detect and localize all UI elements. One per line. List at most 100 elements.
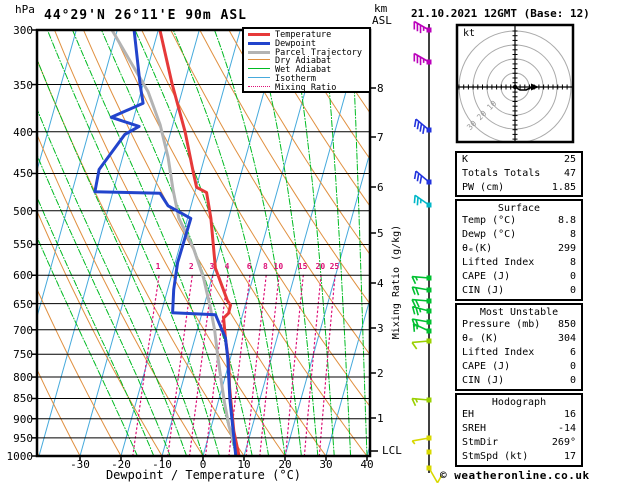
altitude-axis-unit-asl: ASL [372, 14, 392, 27]
table-row-label: θₑ(K) [462, 243, 493, 254]
table-row-label: EH [462, 409, 475, 420]
table-row: Lifted Index 8 [457, 256, 581, 270]
pressure-tick-label: 600 [13, 269, 33, 283]
mixing-ratio-value-label: 8 [262, 262, 268, 271]
legend-swatch [248, 77, 270, 78]
wind-barb [413, 52, 432, 66]
dry-adiabat-line [228, 30, 370, 256]
hodograph-trace-arrow [531, 83, 539, 91]
mixing-ratio-value-label: 20 [315, 262, 326, 271]
table-row: CIN (J) 0 [457, 374, 581, 388]
legend-swatch [248, 59, 270, 61]
surface-table: Surface Temp (°C) 8.8 Dewp (°C) 8 θₑ(K) 299 Lif… [455, 199, 583, 301]
isotherm-line [37, 30, 118, 319]
pressure-tick-label: 750 [13, 348, 33, 362]
altitude-axis-unit-km: km [374, 2, 388, 15]
table-row: StmSpd (kt) 17 [457, 450, 581, 464]
mixing-ratio-value-label: 4 [224, 262, 230, 271]
hodograph-table: Hodograph EH 16 SREH -14 StmDir 269° StmSpd (kt… [455, 393, 583, 467]
table-row: CAPE (J) 0 [457, 360, 581, 374]
wet-adiabat-line [46, 30, 220, 456]
dry-adiabat-line [286, 30, 370, 160]
temperature-tick-label: 30 [319, 458, 333, 471]
pressure-tick-label: 800 [13, 371, 33, 385]
table-row-label: PW (cm) [462, 182, 505, 193]
table-row-label: Totals Totals [462, 168, 541, 179]
mixing-ratio-value-label: 2 [188, 262, 194, 271]
mixing-ratio-line [284, 274, 304, 456]
pressure-tick-label: 300 [13, 24, 33, 37]
wind-barb [413, 194, 432, 208]
table-row-value: 0 [569, 361, 576, 372]
table-row-value: 269° [551, 437, 576, 448]
table-row: Pressure (mb) 850 [457, 318, 581, 332]
km-tick-label: 2 [377, 367, 384, 380]
legend-item: Temperature [246, 30, 368, 40]
temperature-tick-label: 40 [360, 458, 374, 471]
parcel-trajectory-trace [110, 30, 241, 456]
isotherm-line [37, 30, 77, 173]
isotherm-line [79, 30, 200, 456]
table-row-label: CIN (J) [462, 375, 505, 386]
table-row: CIN (J) 0 [457, 284, 581, 298]
table-row: K 25 [457, 153, 581, 167]
legend-label: Dewpoint [275, 38, 316, 49]
temperature-tick-label: 0 [199, 458, 207, 471]
table-row-value: 304 [557, 333, 576, 344]
mixing-ratio-line [132, 274, 160, 456]
legend-label: Parcel Trajectory [275, 47, 362, 58]
legend-swatch [248, 41, 270, 45]
table-row: Temp (°C) 8.8 [457, 214, 581, 228]
isotherm-line [325, 297, 370, 456]
table-row-value: 0 [569, 271, 576, 282]
pressure-tick-label: 500 [13, 204, 33, 218]
dry-adiabat-line [54, 30, 286, 456]
wind-barb [413, 170, 432, 185]
table-row: CAPE (J) 0 [457, 270, 581, 284]
isotherm-line [284, 150, 370, 456]
km-tick-label: 3 [377, 322, 384, 335]
legend-swatch [248, 68, 270, 70]
wet-adiabat-line [37, 107, 188, 456]
copyright-credit: © weatheronline.co.uk [440, 469, 590, 482]
table-row: EH 16 [457, 408, 581, 422]
mixing-ratio-value-label: 10 [273, 262, 284, 271]
temperature-tick-label: 10 [237, 458, 251, 471]
table-row-value: 8.8 [557, 215, 576, 226]
mixing-ratio-line [245, 274, 267, 456]
legend-item: Parcel Trajectory [246, 47, 368, 58]
table-row-value: 16 [563, 409, 576, 420]
table-title: Most Unstable [479, 307, 559, 318]
table-row-value: -14 [557, 423, 576, 434]
wind-barb [411, 305, 432, 316]
table-row-label: Lifted Index [462, 257, 535, 268]
mixing-ratio-line [188, 274, 214, 456]
table-row-value: 8 [569, 257, 576, 268]
km-tick-label: 7 [377, 131, 384, 144]
table-row-label: Pressure (mb) [462, 319, 541, 330]
wind-barb [426, 449, 432, 455]
table-row: θₑ (K) 304 [457, 332, 581, 346]
isotherm-line [38, 30, 159, 456]
legend-item: Dewpoint [246, 38, 368, 49]
wind-barb [411, 286, 432, 296]
mixing-ratio-value-label: 15 [297, 262, 308, 271]
legend-label: Temperature [275, 30, 332, 40]
mixing-ratio-value-label: 1 [155, 262, 161, 271]
table-row-label: Dewp (°C) [462, 229, 517, 240]
wind-barb [413, 118, 432, 135]
pressure-tick-label: 450 [13, 167, 33, 181]
wet-adiabat-line [72, 30, 237, 456]
table-row-value: 8 [569, 229, 576, 240]
table-row: StmDir 269° [457, 436, 581, 450]
km-tick-label: 1 [377, 412, 384, 425]
wind-barb [411, 298, 432, 308]
wind-barb [411, 397, 432, 407]
pressure-tick-label: 950 [13, 431, 33, 445]
legend-label: Isotherm [275, 74, 316, 84]
table-row-value: 0 [569, 375, 576, 386]
dry-adiabat-line [37, 368, 81, 456]
wind-barb [413, 20, 432, 34]
table-row-label: StmSpd (kt) [462, 451, 529, 462]
